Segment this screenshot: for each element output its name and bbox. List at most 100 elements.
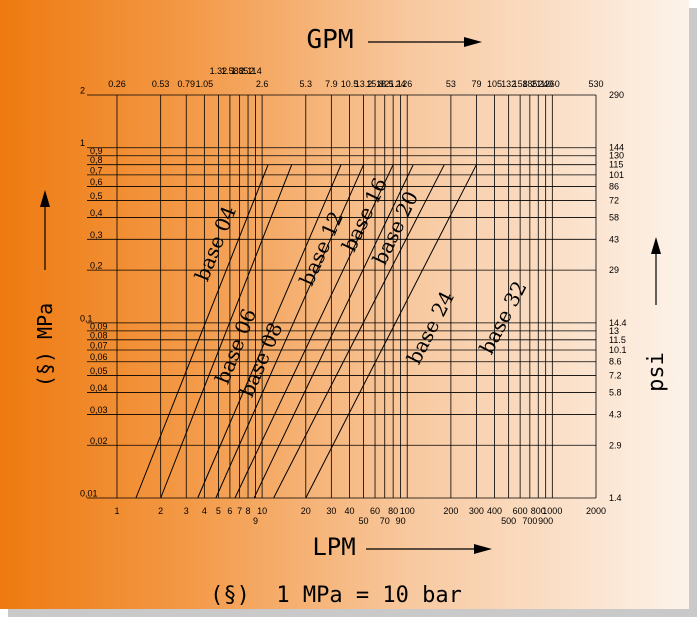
mpa-tick-label: 0,08: [90, 330, 108, 340]
psi-tick-label: 4.3: [609, 409, 622, 419]
mpa-arrow: [40, 190, 50, 270]
gpm-tick-label: 24: [396, 79, 406, 89]
gpm-tick-label: 1.05: [196, 79, 214, 89]
gpm-tick-label: 530: [588, 79, 603, 89]
lpm-tick-label: 8: [246, 506, 251, 516]
lpm-tick-label: 6: [227, 506, 232, 516]
mpa-tick-label: 0,9: [90, 146, 103, 156]
lpm-tick-label: 7: [237, 506, 242, 516]
lpm-tick-label: 30: [326, 506, 336, 516]
lpm-tick-label: 800: [531, 506, 546, 516]
lpm-tick-label: 50: [359, 516, 369, 526]
psi-tick-label: 2.9: [609, 440, 622, 450]
lpm-tick-label: 4: [202, 506, 207, 516]
gpm-tick-label: 0.79: [177, 79, 195, 89]
mpa-tick-label: 0,7: [90, 165, 103, 175]
gpm-tick-label: 5.3: [300, 79, 313, 89]
lpm-tick-label: 700: [522, 516, 537, 526]
gpm-tick-label: 15.8: [366, 79, 384, 89]
unit-footnote: (§) 1 MPa = 10 bar: [210, 583, 462, 608]
series-line: [234, 164, 394, 499]
gpm-tick-label: 211: [531, 79, 545, 89]
mpa-tick-label: 1: [80, 138, 85, 148]
lpm-tick-label: 1: [114, 506, 119, 516]
gpm-tick-label: 240: [538, 79, 553, 89]
psi-tick-label: 8.6: [609, 357, 622, 367]
gpm-tick-label: 7.9: [325, 79, 338, 89]
psi-tick-label: 86: [609, 182, 619, 192]
mpa-tick-label: 0,3: [90, 230, 103, 240]
lpm-tick-label: 10: [257, 506, 267, 516]
psi-tick-label: 1.4: [609, 493, 622, 503]
psi-tick-label: 10.1: [609, 345, 627, 355]
lpm-tick-label: 100: [400, 506, 415, 516]
psi-arrow: [651, 237, 661, 305]
gpm-tick-label: 79: [471, 79, 481, 89]
gpm-tick-label: 132: [501, 79, 516, 89]
gpm-tick-label: 0.26: [108, 79, 126, 89]
gpm-title: GPM: [307, 25, 354, 55]
lpm-tick-label: 400: [487, 506, 502, 516]
lpm-tick-label: 2000: [586, 506, 606, 516]
mpa-tick-label: 0,09: [90, 321, 108, 331]
mpa-tick-label: 0,4: [90, 208, 103, 218]
mpa-tick-label: 0,06: [90, 352, 108, 362]
psi-tick-label: 5.8: [609, 388, 622, 398]
series-label: base 04: [190, 202, 241, 284]
tick-labels: 1 0.26 2 0.53 3 0.79 4 1.05 5 1.32 6 1.58 7 1.85 8 2.11…: [80, 66, 627, 526]
grid-lines: [87, 94, 597, 499]
mpa-title: (§) MPa: [33, 303, 57, 387]
gpm-tick-label: 2.11: [240, 66, 257, 76]
psi-tick-label: 58: [609, 212, 619, 222]
chart-background: [0, 0, 689, 609]
psi-tick-label: 115: [609, 160, 623, 170]
mpa-tick-label: 0,5: [90, 191, 103, 201]
lpm-tick-label: 1000: [542, 506, 562, 516]
lpm-tick-label: 60: [370, 506, 380, 516]
lpm-tick-label: 200: [443, 506, 458, 516]
gpm-tick-label: 18.5: [376, 79, 394, 89]
lpm-tick-label: 3: [184, 506, 189, 516]
gpm-tick-label: 1.32: [210, 66, 228, 76]
lpm-tick-label: 500: [501, 516, 516, 526]
lpm-tick-label: 300: [469, 506, 484, 516]
mpa-tick-label: 0,8: [90, 155, 103, 165]
lpm-tick-label: 80: [388, 506, 398, 516]
series-line: [197, 164, 342, 499]
gpm-tick-label: 26: [402, 79, 412, 89]
series-label: base 32: [474, 277, 531, 358]
series-line: [160, 164, 293, 499]
series-line: [273, 164, 445, 499]
mpa-tick-label: 2: [80, 86, 85, 96]
lpm-tick-label: 900: [538, 516, 553, 526]
gpm-tick-label: 2.4: [249, 66, 262, 76]
series-line: [215, 164, 364, 499]
frame-shadow: [689, 8, 697, 617]
lpm-tick-label: 90: [396, 516, 406, 526]
psi-tick-label: 72: [609, 195, 619, 205]
lpm-tick-label: 5: [216, 506, 221, 516]
psi-tick-label: 14.4: [609, 318, 627, 328]
gpm-tick-label: 2.6: [256, 79, 269, 89]
lpm-tick-label: 600: [513, 506, 528, 516]
gpm-tick-label: 10.5: [341, 79, 359, 89]
gpm-arrow: [368, 37, 482, 47]
lpm-tick-label: 70: [380, 516, 390, 526]
gpm-tick-label: 21.1: [384, 79, 402, 89]
lpm-tick-label: 20: [301, 506, 311, 516]
lpm-tick-label: 40: [344, 506, 354, 516]
psi-tick-label: 130: [609, 151, 624, 161]
series-label: base 24: [402, 287, 459, 368]
mpa-tick-label: 0,07: [90, 340, 108, 350]
psi-tick-label: 43: [609, 234, 619, 244]
mpa-tick-label: 0,1: [80, 313, 93, 323]
lpm-title: LPM: [312, 533, 355, 561]
lpm-tick-label: 9: [253, 516, 258, 526]
mpa-tick-label: 0,2: [90, 261, 103, 271]
gpm-tick-label: 185: [522, 79, 537, 89]
series-line: [253, 164, 414, 499]
gpm-tick-label: 105: [487, 79, 502, 89]
gpm-tick-label: 13.2: [355, 79, 373, 89]
